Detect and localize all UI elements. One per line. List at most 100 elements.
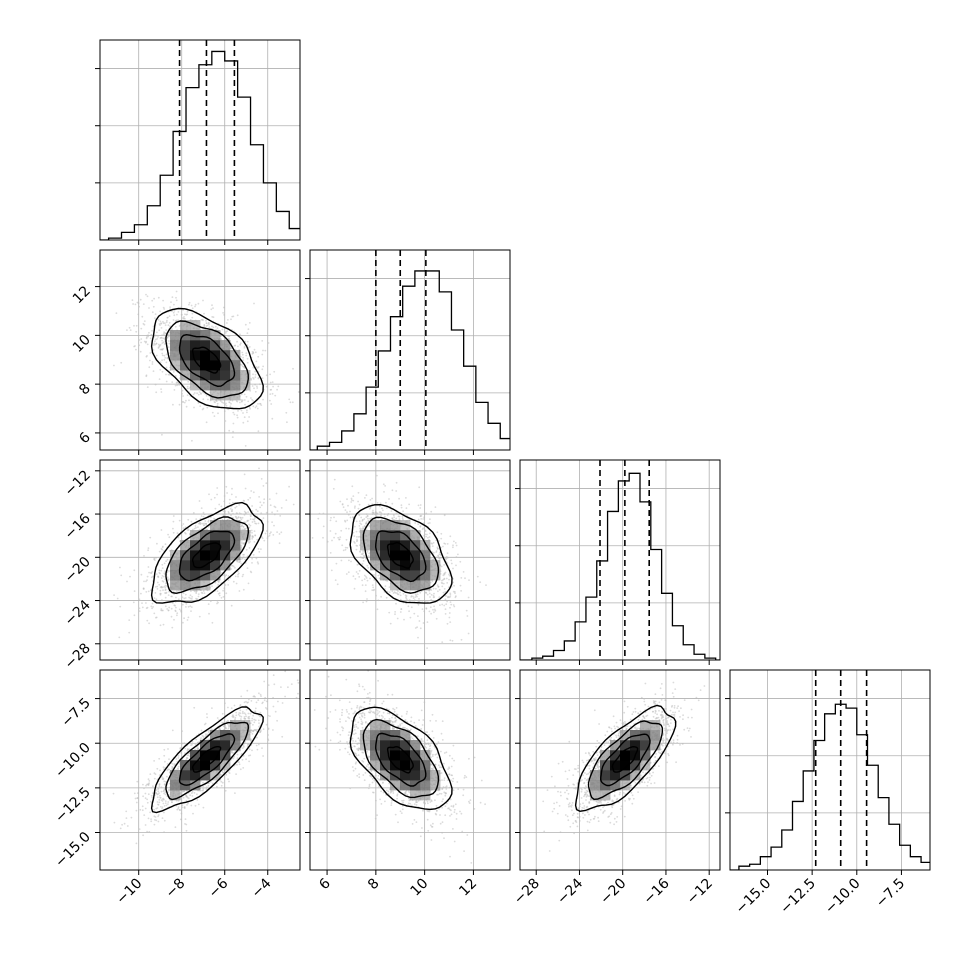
sample-point [256,367,259,369]
sample-point [242,412,244,414]
sample-point [242,359,245,361]
sample-point [241,353,244,356]
sample-point [355,530,358,533]
sample-point [363,574,366,577]
sample-point [435,550,438,552]
sample-point [266,521,269,523]
sample-point [193,392,196,394]
sample-point [264,349,267,352]
sample-point [285,411,288,414]
sample-point [452,546,454,549]
sample-point [147,590,150,593]
sample-point [387,513,390,515]
sample-point [116,597,119,600]
sample-point [417,615,419,617]
sample-point [175,375,177,377]
sample-point [159,337,162,339]
sample-point [203,522,206,525]
sample-point [145,340,148,343]
density-cell [170,580,181,591]
sample-point [363,578,366,580]
sample-point [166,576,169,579]
sample-point [167,533,170,536]
density-cell [170,550,181,561]
sample-point [380,595,382,598]
sample-point [168,606,171,609]
sample-point [216,327,219,329]
sample-point [250,490,253,492]
sample-point [216,590,219,592]
sample-point [178,403,181,406]
sample-point [251,521,254,523]
sample-point [223,500,226,503]
sample-point [419,515,422,517]
sample-point [172,531,175,534]
sample-point [199,522,202,525]
sample-point [262,517,265,519]
sample-point [174,319,177,322]
density-cell [220,560,231,571]
sample-point [161,348,164,351]
sample-point [149,352,152,354]
sample-point [164,570,167,572]
sample-point [148,571,151,574]
sample-point [254,534,257,537]
sample-point [366,598,368,600]
sample-point [356,536,358,538]
sample-point [217,412,219,415]
sample-point [350,560,352,563]
sample-point [430,593,433,596]
sample-point [397,590,399,593]
sample-point [270,531,272,534]
sample-point [237,572,240,575]
sample-point [431,580,434,583]
density-cell [210,340,221,351]
sample-point [405,602,407,605]
sample-point [370,517,373,519]
sample-point [231,487,233,490]
sample-point [189,597,192,600]
sample-point [455,564,457,567]
panel-frame [99,39,301,241]
sample-point [168,315,171,317]
sample-point [240,562,243,565]
sample-point [254,370,257,373]
sample-point [230,493,233,496]
sample-point [440,537,443,540]
density-cell [230,360,241,371]
sample-point [361,579,363,582]
sample-point [210,498,213,501]
sample-point [185,405,188,408]
sample-point [440,532,443,535]
histogram-panel [310,250,510,450]
sample-point [158,323,161,325]
sample-point [339,500,342,503]
sample-point [438,551,441,554]
density-cell [180,560,191,571]
sample-point [168,342,171,345]
sample-point [398,497,400,500]
density-cell [220,550,231,561]
sample-point [262,485,265,487]
sample-point [186,310,189,313]
sample-point [249,407,252,410]
sample-point [192,393,195,396]
sample-point [377,574,380,577]
sample-point [395,602,397,605]
sample-point [380,512,383,515]
sample-point [251,557,254,560]
sample-point [202,515,205,518]
sample-point [236,517,238,520]
sample-point [183,617,186,620]
sample-point [133,345,136,348]
sample-point [119,605,122,608]
sample-point [410,596,413,598]
sample-point [162,589,164,592]
sample-point [236,414,239,417]
sample-point [118,636,121,639]
sample-point [449,594,452,596]
sample-point [243,514,246,516]
sample-point [340,559,343,562]
sample-point [224,575,227,578]
